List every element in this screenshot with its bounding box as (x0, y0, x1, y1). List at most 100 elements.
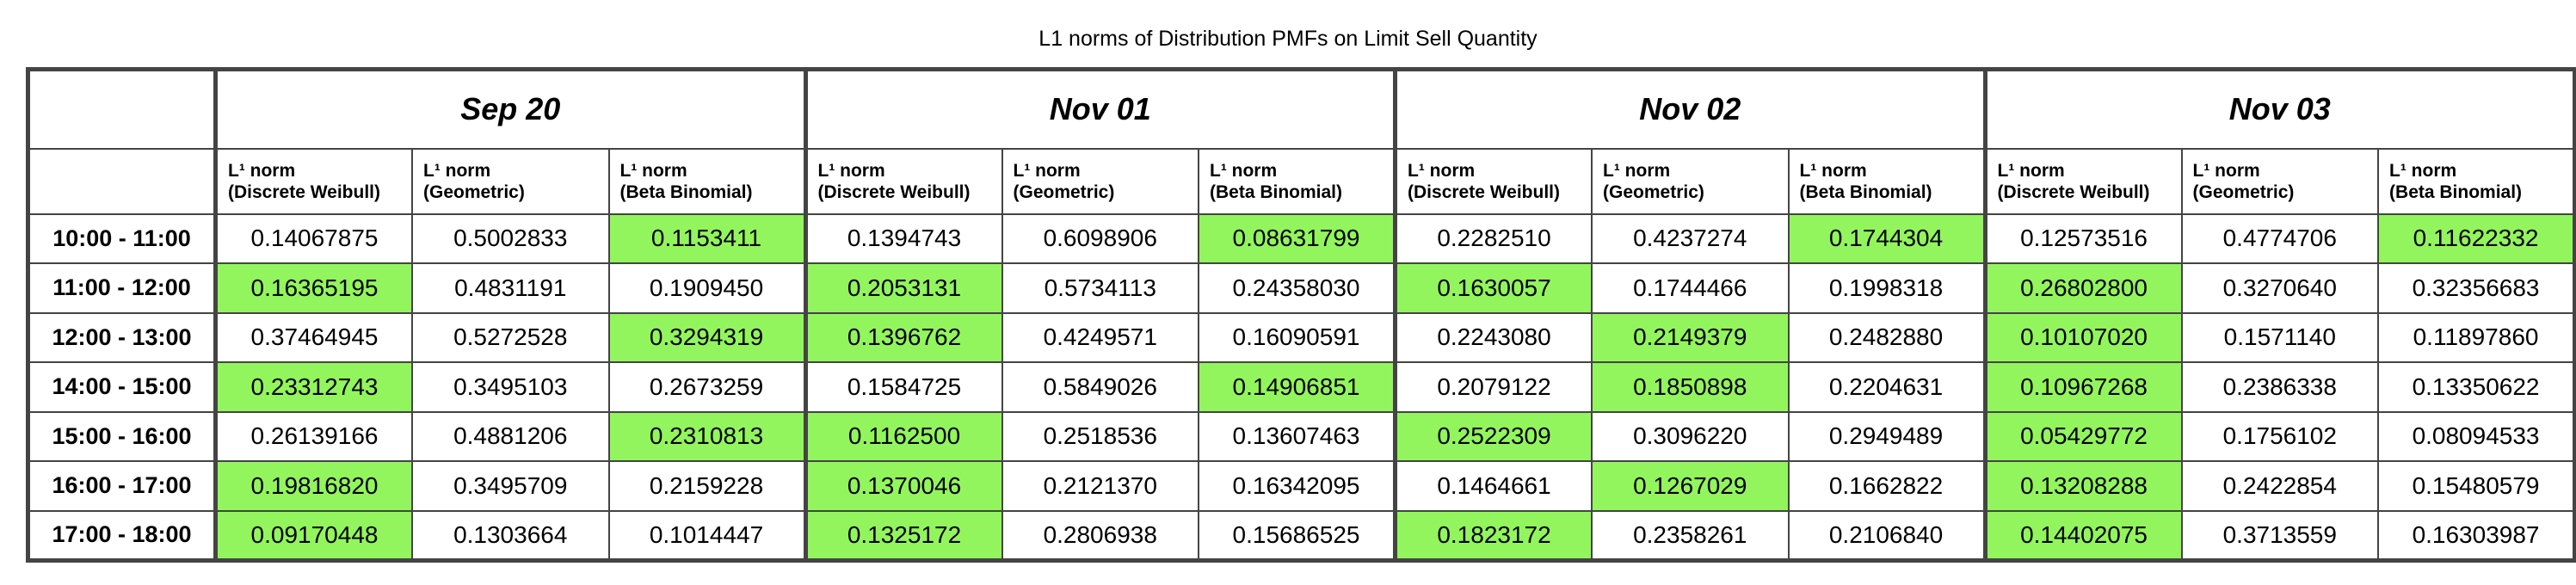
value-cell: 0.11897860 (2377, 311, 2576, 363)
value-cell: 0.08094533 (2377, 410, 2576, 462)
row-label: 10:00 - 11:00 (26, 212, 217, 264)
value-cell: 0.1267029 (1591, 460, 1790, 512)
value-cell: 0.16342095 (1198, 460, 1396, 512)
value-cell: 0.2358261 (1591, 509, 1790, 563)
value-cell: 0.1584725 (803, 361, 1003, 413)
metric-header-line2: (Beta Binomial) (1799, 182, 1932, 202)
value-cell: 0.2159228 (607, 460, 806, 512)
value-cell: 0.2806938 (1001, 509, 1199, 563)
value-cell: 0.2106840 (1787, 509, 1987, 563)
value-cell: 0.2204631 (1787, 361, 1987, 413)
value-cell: 0.3495103 (411, 361, 610, 413)
metric-header: L¹ norm (Discrete Weibull) (1982, 147, 2183, 215)
corner-cell (26, 67, 217, 150)
norms-table: Sep 20 Nov 01 Nov 02 Nov 03 L¹ norm (Discret… (26, 67, 2576, 563)
value-cell: 0.37464945 (213, 311, 413, 363)
value-cell: 0.3713559 (2180, 509, 2380, 563)
value-cell: 0.11622332 (2377, 212, 2576, 264)
value-cell: 0.5734113 (1001, 262, 1199, 314)
value-cell: 0.4774706 (2180, 212, 2380, 264)
group-header-row: Sep 20 Nov 01 Nov 02 Nov 03 (26, 67, 2576, 150)
value-cell: 0.09170448 (213, 509, 413, 563)
metric-header-line1: L¹ norm (2192, 160, 2260, 181)
metric-header-row: L¹ norm (Discrete Weibull) L¹ norm (Geometr… (26, 147, 2576, 215)
value-cell: 0.32356683 (2377, 262, 2576, 314)
metric-header-line2: (Discrete Weibull) (1997, 182, 2150, 202)
metric-header: L¹ norm (Discrete Weibull) (1393, 147, 1593, 215)
value-cell: 0.2282510 (1393, 212, 1593, 264)
value-cell: 0.16365195 (213, 262, 413, 314)
metric-header-line2: (Beta Binomial) (619, 182, 753, 202)
value-cell: 0.1998318 (1787, 262, 1987, 314)
value-cell: 0.1850898 (1591, 361, 1790, 413)
value-cell: 0.16303987 (2377, 509, 2576, 563)
row-label: 12:00 - 13:00 (26, 311, 217, 363)
value-cell: 0.1571140 (2180, 311, 2380, 363)
metric-header: L¹ norm (Geometric) (411, 147, 610, 215)
value-cell: 0.1756102 (2180, 410, 2380, 462)
value-cell: 0.1153411 (607, 212, 806, 264)
value-cell: 0.3270640 (2180, 262, 2380, 314)
metric-header-line1: L¹ norm (619, 160, 687, 181)
value-cell: 0.1396762 (803, 311, 1003, 363)
metric-header-line1: L¹ norm (1408, 160, 1476, 181)
value-cell: 0.15480579 (2377, 460, 2576, 512)
metric-header-line1: L¹ norm (1997, 160, 2065, 181)
value-cell: 0.14906851 (1198, 361, 1396, 413)
table-row: 15:00 - 16:00 0.26139166 0.4881206 0.231081… (26, 410, 2576, 462)
value-cell: 0.4237274 (1591, 212, 1790, 264)
value-cell: 0.1303664 (411, 509, 610, 563)
value-cell: 0.10107020 (1982, 311, 2183, 363)
metric-header: L¹ norm (Geometric) (1001, 147, 1199, 215)
value-cell: 0.2121370 (1001, 460, 1199, 512)
value-cell: 0.08631799 (1198, 212, 1396, 264)
table-row: 17:00 - 18:00 0.09170448 0.1303664 0.101444… (26, 509, 2576, 563)
value-cell: 0.1394743 (803, 212, 1003, 264)
value-cell: 0.14402075 (1982, 509, 2183, 563)
metric-header-line2: (Discrete Weibull) (817, 182, 971, 202)
metric-header: L¹ norm (Beta Binomial) (2377, 147, 2576, 215)
table-row: 12:00 - 13:00 0.37464945 0.5272528 0.329431… (26, 311, 2576, 363)
metric-header: L¹ norm (Discrete Weibull) (213, 147, 413, 215)
value-cell: 0.10967268 (1982, 361, 2183, 413)
value-cell: 0.26139166 (213, 410, 413, 462)
value-cell: 0.26802800 (1982, 262, 2183, 314)
value-cell: 0.13350622 (2377, 361, 2576, 413)
value-cell: 0.3495709 (411, 460, 610, 512)
metric-header: L¹ norm (Discrete Weibull) (803, 147, 1003, 215)
metric-header-line1: L¹ norm (423, 160, 491, 181)
value-cell: 0.3096220 (1591, 410, 1790, 462)
metric-header: L¹ norm (Beta Binomial) (1787, 147, 1987, 215)
metric-header-line1: L¹ norm (2389, 160, 2457, 181)
table-row: 11:00 - 12:00 0.16365195 0.4831191 0.190945… (26, 262, 2576, 314)
value-cell: 0.24358030 (1198, 262, 1396, 314)
value-cell: 0.2310813 (607, 410, 806, 462)
metric-header: L¹ norm (Geometric) (1591, 147, 1790, 215)
value-cell: 0.2949489 (1787, 410, 1987, 462)
metric-header-line2: (Discrete Weibull) (1408, 182, 1560, 202)
metric-header-line1: L¹ norm (1013, 160, 1081, 181)
metric-header-line1: L¹ norm (1603, 160, 1671, 181)
metric-header-line2: (Geometric) (1013, 182, 1115, 202)
value-cell: 0.1464661 (1393, 460, 1593, 512)
value-cell: 0.2079122 (1393, 361, 1593, 413)
value-cell: 0.2149379 (1591, 311, 1790, 363)
value-cell: 0.1630057 (1393, 262, 1593, 314)
value-cell: 0.4249571 (1001, 311, 1199, 363)
value-cell: 0.1162500 (803, 410, 1003, 462)
value-cell: 0.23312743 (213, 361, 413, 413)
value-cell: 0.2482880 (1787, 311, 1987, 363)
value-cell: 0.2053131 (803, 262, 1003, 314)
metric-header: L¹ norm (Beta Binomial) (1198, 147, 1396, 215)
value-cell: 0.5272528 (411, 311, 610, 363)
metric-header-line2: (Discrete Weibull) (228, 182, 380, 202)
value-cell: 0.5002833 (411, 212, 610, 264)
value-cell: 0.2386338 (2180, 361, 2380, 413)
value-cell: 0.1662822 (1787, 460, 1987, 512)
row-label: 16:00 - 17:00 (26, 460, 217, 512)
group-header: Nov 03 (1982, 67, 2576, 150)
value-cell: 0.1744466 (1591, 262, 1790, 314)
row-label: 11:00 - 12:00 (26, 262, 217, 314)
metric-header-line1: L¹ norm (1799, 160, 1867, 181)
metric-header-line1: L¹ norm (228, 160, 296, 181)
